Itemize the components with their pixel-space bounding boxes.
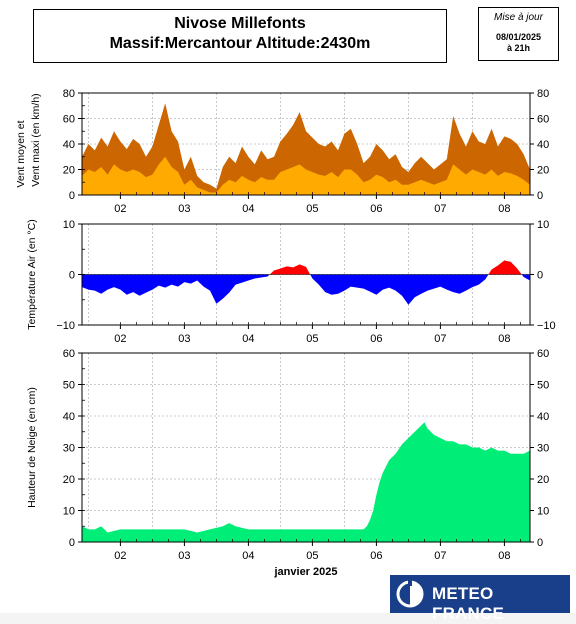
wind-ytick-label-right: 80 — [537, 88, 549, 100]
temperature-ytick-label-right: −10 — [537, 320, 556, 332]
snow-xtick-label: 05 — [306, 550, 318, 562]
wind-xtick-label: 08 — [498, 203, 510, 215]
temperature-xtick-label: 07 — [434, 333, 446, 345]
snow-xtick-label: 04 — [242, 550, 254, 562]
wind-ytick-label-right: 0 — [537, 190, 543, 202]
snow-ytick-label-right: 10 — [537, 506, 549, 518]
snow-xtick-label: 06 — [370, 550, 382, 562]
snow-chart: 0 0 10 10 20 20 30 30 40 40 50 50 60 60 02 03 04 05 06 07 08… — [26, 348, 549, 578]
wind-xtick-label: 06 — [370, 203, 382, 215]
wind-ylabel-line2: Vent maxi (en km/h) — [30, 93, 42, 186]
logo-text: METEO FRANCE — [432, 584, 505, 623]
temperature-positive-area — [82, 260, 530, 275]
snow-ytick-label-left: 30 — [63, 443, 75, 455]
snow-depth-area — [82, 422, 530, 542]
meteo-france-logo-icon — [396, 580, 424, 608]
wind-xtick-label: 03 — [178, 203, 190, 215]
temperature-xtick-label: 03 — [178, 333, 190, 345]
wind-ytick-label-left: 20 — [63, 165, 75, 177]
wind-xtick-label: 07 — [434, 203, 446, 215]
snow-xtick-label: 08 — [498, 550, 510, 562]
snow-ytick-label-left: 60 — [63, 348, 75, 360]
snow-xtick-label: 07 — [434, 550, 446, 562]
temperature-xtick-label: 08 — [498, 333, 510, 345]
snow-xtick-label: 03 — [178, 550, 190, 562]
temperature-ylabel: Température Air (en °C) — [26, 219, 38, 329]
snow-ytick-label-right: 60 — [537, 348, 549, 360]
temperature-negative-area — [82, 274, 530, 305]
update-label: Mise à jour — [494, 12, 543, 23]
snow-ytick-label-left: 10 — [63, 506, 75, 518]
massif-altitude-title: Massif:Mercantour Altitude:2430m — [109, 35, 371, 52]
update-hour: à 21h — [506, 43, 530, 53]
update-date: 08/01/2025 — [495, 32, 542, 42]
temperature-ytick-label-right: 10 — [537, 219, 549, 231]
wind-ytick-label-left: 60 — [63, 114, 75, 126]
snow-ytick-label-right: 50 — [537, 380, 549, 392]
wind-xtick-label: 02 — [114, 203, 126, 215]
wind-xtick-label: 05 — [306, 203, 318, 215]
snow-ytick-label-left: 0 — [69, 537, 75, 549]
wind-ytick-label-left: 40 — [63, 139, 75, 151]
wind-ylabel-line1: Vent moyen et — [15, 120, 27, 187]
temperature-ytick-label-left: 0 — [69, 270, 75, 282]
wind-chart: 0 0 20 20 40 40 60 60 80 80 02 03 04 05 06 07 08 Vent moy… — [15, 88, 549, 215]
temperature-xtick-label: 02 — [114, 333, 126, 345]
wind-ytick-label-right: 20 — [537, 165, 549, 177]
update-box: Mise à jour 08/01/2025 à 21h — [478, 7, 559, 61]
wind-max-area — [82, 103, 530, 195]
temperature-xtick-label: 04 — [242, 333, 254, 345]
snow-xlabel: janvier 2025 — [274, 566, 338, 578]
temperature-ytick-label-left: −10 — [56, 320, 75, 332]
snow-ylabel: Hauteur de Neige (en cm) — [26, 387, 38, 508]
snow-ytick-label-right: 0 — [537, 537, 543, 549]
meteo-france-logo: METEO FRANCE — [390, 575, 570, 623]
wind-ytick-label-right: 40 — [537, 139, 549, 151]
title-box: Nivose Millefonts Massif:Mercantour Alti… — [33, 9, 447, 63]
snow-ytick-label-right: 30 — [537, 443, 549, 455]
temperature-xtick-label: 06 — [370, 333, 382, 345]
snow-xtick-label: 02 — [114, 550, 126, 562]
station-title: Nivose Millefonts — [174, 15, 306, 32]
wind-ytick-label-left: 80 — [63, 88, 75, 100]
temperature-xtick-label: 05 — [306, 333, 318, 345]
temperature-ytick-label-right: 0 — [537, 270, 543, 282]
snow-ytick-label-left: 20 — [63, 474, 75, 486]
wind-xtick-label: 04 — [242, 203, 254, 215]
snow-ytick-label-right: 20 — [537, 474, 549, 486]
wind-ytick-label-left: 0 — [69, 190, 75, 202]
temperature-chart: −10 −10 0 0 10 10 02 03 04 05 06 07 08 Température Ai… — [26, 219, 556, 345]
snow-ytick-label-left: 50 — [63, 380, 75, 392]
snow-ytick-label-left: 40 — [63, 411, 75, 423]
snow-ytick-label-right: 40 — [537, 411, 549, 423]
temperature-ytick-label-left: 10 — [63, 219, 75, 231]
wind-mean-area — [82, 156, 530, 195]
wind-ytick-label-right: 60 — [537, 114, 549, 126]
